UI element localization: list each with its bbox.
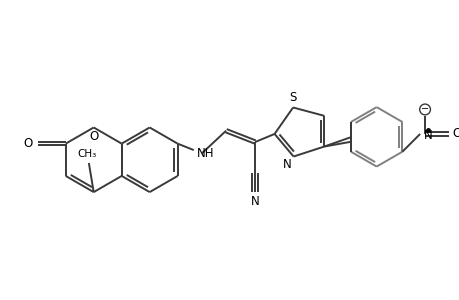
- Text: CH₃: CH₃: [77, 149, 96, 159]
- Text: NH: NH: [196, 147, 214, 160]
- Text: O: O: [452, 128, 459, 140]
- Text: S: S: [289, 91, 296, 103]
- Text: N: N: [250, 195, 259, 208]
- Text: O: O: [24, 137, 33, 150]
- Text: N: N: [423, 129, 431, 142]
- Text: O: O: [89, 130, 98, 143]
- Text: −: −: [420, 104, 428, 115]
- Text: N: N: [282, 158, 291, 172]
